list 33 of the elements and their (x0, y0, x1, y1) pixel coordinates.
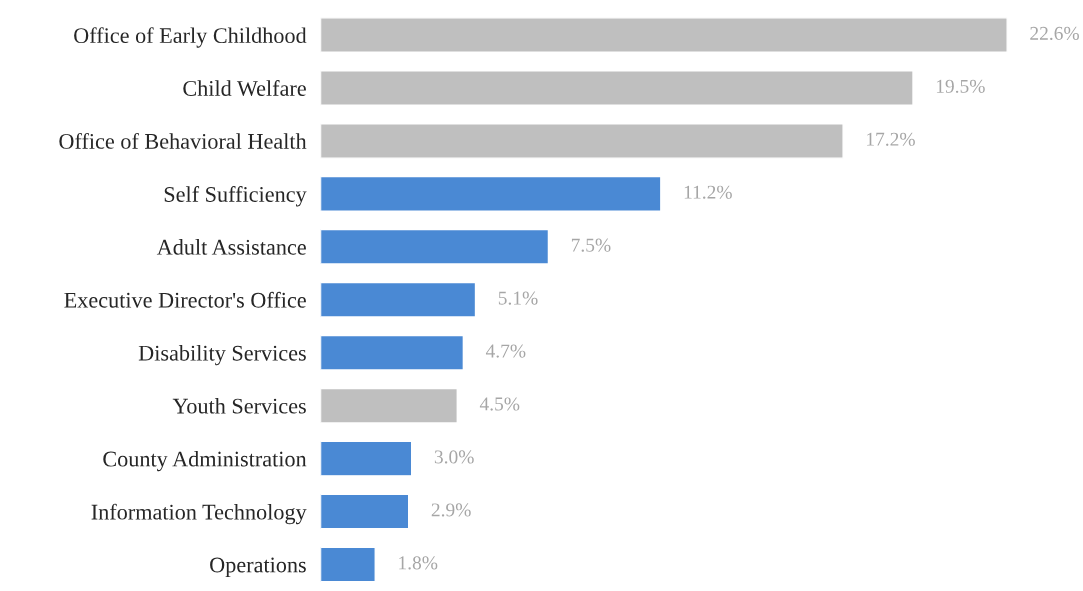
data-label: 1.8% (399, 556, 438, 570)
bar (320, 17, 1008, 53)
data-label: 7.5% (571, 238, 611, 252)
y-tick-label: Child Welfare (183, 80, 306, 97)
bar (320, 387, 458, 424)
y-tick-label: Adult Assistance (156, 239, 306, 255)
bar (320, 493, 410, 530)
data-label: 2.9% (431, 503, 471, 517)
bar (320, 70, 914, 106)
bar (320, 123, 844, 159)
y-tick-label: Information Technology (91, 503, 307, 525)
bar (320, 334, 465, 371)
data-label: 11.2% (684, 185, 732, 199)
data-label: 17.2% (867, 132, 915, 146)
y-tick-label: Executive Director's Office (64, 291, 306, 308)
y-tick-label: Office of Early Childhood (74, 27, 307, 48)
y-tick-label: Operations (210, 557, 306, 577)
y-tick-label: County Administration (103, 450, 307, 472)
bar (320, 440, 413, 477)
data-label: 19.5% (936, 79, 985, 93)
y-tick-label: Office of Behavioral Health (59, 133, 307, 149)
bar (320, 175, 662, 212)
data-label: 5.1% (498, 291, 538, 305)
data-label: 4.7% (485, 344, 526, 358)
bar (320, 228, 550, 265)
y-tick-label: Self Sufficiency (164, 186, 307, 207)
data-label: 4.5% (479, 397, 520, 411)
bar (320, 546, 376, 583)
y-tick-label: Disability Services (138, 345, 306, 366)
bar (320, 281, 477, 318)
y-tick-label: Youth Services (172, 397, 306, 414)
data-label: 22.6% (1030, 26, 1079, 40)
data-label: 3.0% (434, 450, 474, 464)
